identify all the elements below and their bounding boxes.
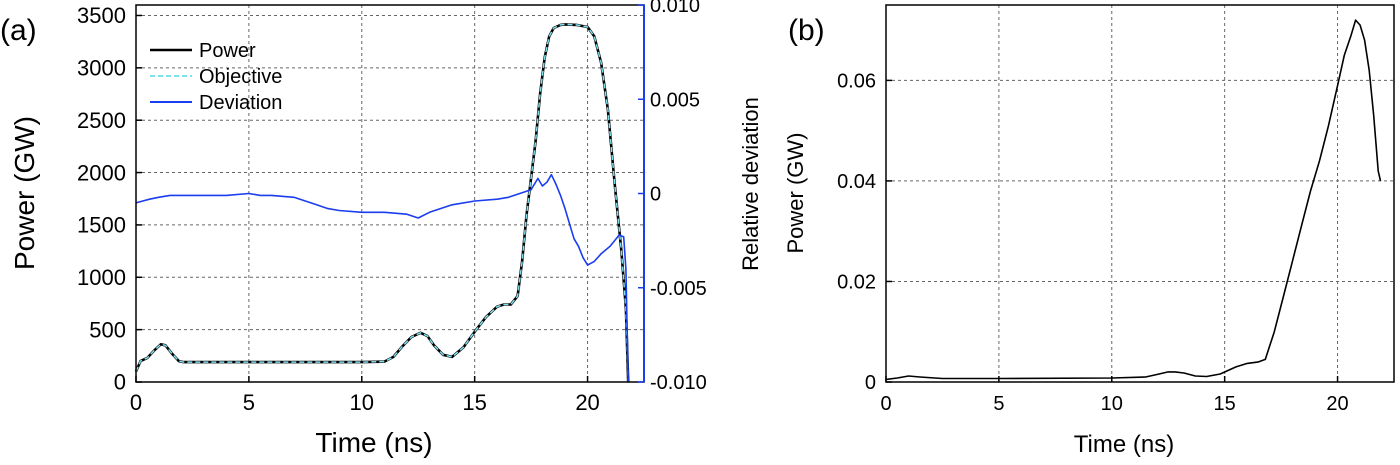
y-tick-label: 0.06 <box>837 70 876 92</box>
panel-b-label: (b) <box>788 14 825 47</box>
y-tick-label: 0 <box>114 370 126 395</box>
y2-tick-label: 0.005 <box>650 89 700 111</box>
panel-a-y2-axis-label: Relative deviation <box>738 97 763 271</box>
y2-tick-label: -0.010 <box>650 372 707 394</box>
panel-a: (a) 0 5 10 15 20 0 500 1000 1500 2000 2500 3000 3500… <box>0 0 763 458</box>
legend-deviation-label: Deviation <box>199 92 282 114</box>
x-tick-label: 5 <box>243 390 255 415</box>
panel-b-plot-frame <box>885 4 1395 383</box>
x-tick-label: 10 <box>350 390 374 415</box>
y-tick-label: 0 <box>865 372 876 394</box>
x-tick-label: 20 <box>1326 393 1348 415</box>
x-tick-label: 5 <box>993 393 1004 415</box>
legend-power-label: Power <box>199 40 256 62</box>
legend-objective-label: Objective <box>199 66 282 88</box>
y-tick-label: 500 <box>89 317 126 342</box>
panel-b-y-axis-label: Power (GW) <box>783 133 808 254</box>
y2-tick-label: 0 <box>650 184 661 206</box>
y-tick-label: 3500 <box>77 3 126 28</box>
y-tick-label: 1000 <box>77 265 126 290</box>
panel-b-ticks: 0 5 10 15 20 0 0.02 0.04 0.06 <box>837 70 1349 415</box>
panel-a-y-axis-label: Power (GW) <box>9 116 40 270</box>
y2-tick-label: -0.005 <box>650 278 707 300</box>
objective-series-line <box>135 23 629 383</box>
y-tick-label: 2500 <box>77 108 126 133</box>
y-tick-label: 0.02 <box>837 271 876 293</box>
y-tick-label: 3000 <box>77 56 126 81</box>
panel-a-ticks: 0 5 10 15 20 0 500 1000 1500 2000 2500 3000 3500 -0.0… <box>77 0 707 415</box>
x-tick-label: 10 <box>1101 393 1123 415</box>
panel-a-label: (a) <box>0 14 37 47</box>
y2-tick-label: 0.010 <box>650 0 700 17</box>
deviation-series-line <box>135 173 629 383</box>
x-tick-label: 20 <box>575 390 599 415</box>
x-tick-label: 0 <box>130 390 142 415</box>
panel-a-legend: Power Objective Deviation <box>150 40 282 114</box>
x-tick-label: 15 <box>462 390 486 415</box>
y-tick-label: 1500 <box>77 213 126 238</box>
y-tick-label: 0.04 <box>837 171 876 193</box>
x-tick-label: 0 <box>880 393 891 415</box>
x-tick-label: 15 <box>1214 393 1236 415</box>
panel-a-x-axis-label: Time (ns) <box>315 427 432 458</box>
y-tick-label: 2000 <box>77 160 126 185</box>
power-series-line <box>885 19 1382 381</box>
panel-b-series <box>885 19 1382 381</box>
panel-b-x-axis-label: Time (ns) <box>1074 431 1174 458</box>
panel-b-grid <box>886 5 1394 382</box>
panel-a-series <box>134 23 630 383</box>
panel-b: (b) 0 5 10 15 20 0 0.02 0.04 0.06 Time (ns) Powe… <box>783 4 1395 458</box>
panel-a-grid <box>136 5 644 382</box>
